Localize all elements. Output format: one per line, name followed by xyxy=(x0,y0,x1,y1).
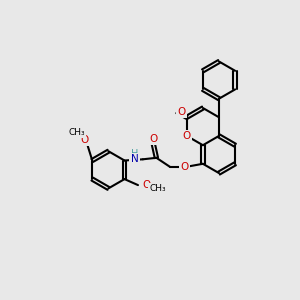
Text: O: O xyxy=(178,107,186,117)
Text: N: N xyxy=(130,154,138,164)
Text: O: O xyxy=(80,135,88,145)
Text: CH₃: CH₃ xyxy=(68,128,85,137)
Text: CH₃: CH₃ xyxy=(149,184,166,193)
Text: O: O xyxy=(142,180,151,190)
Text: O: O xyxy=(181,162,189,172)
Text: O: O xyxy=(183,131,191,141)
Text: O: O xyxy=(149,134,158,144)
Text: H: H xyxy=(131,149,138,159)
